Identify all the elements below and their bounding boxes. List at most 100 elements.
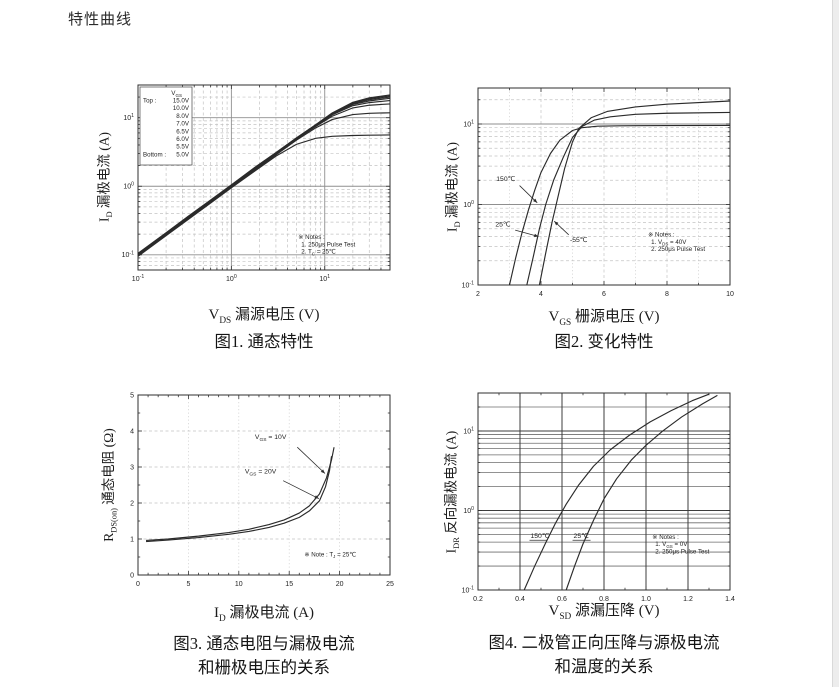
- fig1-x-subscript: DS: [219, 316, 232, 326]
- svg-text:1: 1: [130, 536, 134, 543]
- svg-text:10-1: 10-1: [462, 585, 475, 594]
- svg-text:6: 6: [602, 291, 606, 298]
- svg-text:0.4: 0.4: [515, 596, 525, 603]
- figure-1: ID 漏极电流 (A) 10-1 100 101 10-1 100 101 VGS Top :…: [88, 78, 408, 380]
- fig3-y-symbol: R: [101, 532, 116, 542]
- fig4-x-axis-title: VSD 源漏压降 (V): [478, 599, 730, 622]
- svg-text:2. 250μs Pulse Test: 2. 250μs Pulse Test: [655, 548, 709, 555]
- fig1-y-symbol: I: [96, 217, 112, 223]
- svg-text:2: 2: [476, 291, 480, 298]
- fig3-caption-line1: 图3. 通态电阻与漏极电流: [173, 634, 355, 653]
- fig4-y-subscript: DR: [452, 537, 462, 549]
- fig3-caption-line2: 和栅极电压的关系: [198, 658, 330, 677]
- fig4-y-text: 反向漏极电流 (A): [443, 430, 459, 538]
- fig4-caption-line2: 和温度的关系: [554, 657, 654, 676]
- svg-text:※ Notes :: ※ Notes :: [298, 234, 325, 241]
- fig2-x-symbol: V: [548, 309, 560, 325]
- fig1-y-text: 漏极电流 (A): [96, 131, 112, 212]
- fig2-y-text: 漏极电流 (A): [444, 141, 460, 222]
- fig1-chart-canvas: 10-1 100 101 10-1 100 101 VGS Top : 15.0V10.0V8.…: [122, 84, 391, 283]
- fig4-x-text: 源漏压降 (V): [571, 603, 660, 619]
- svg-text:100: 100: [123, 182, 134, 191]
- svg-text:100: 100: [226, 274, 237, 283]
- fig4-x-symbol: V: [548, 603, 560, 619]
- fig2-y-subscript: D: [453, 221, 463, 228]
- figure-3: RDS(on) 通态电阻 (Ω) 0 5 10 15 20 25 0 1 2 3 4 5 VGS = 1…: [88, 385, 408, 687]
- svg-text:0.2: 0.2: [473, 596, 483, 603]
- svg-text:7.0V: 7.0V: [176, 121, 190, 128]
- svg-text:0.8: 0.8: [599, 596, 609, 603]
- fig3-x-axis-title: ID 漏极电流 (A): [138, 601, 390, 624]
- svg-text:6.0V: 6.0V: [176, 136, 190, 143]
- svg-text:0.6: 0.6: [557, 596, 567, 603]
- fig4-x-subscript: SD: [559, 612, 572, 622]
- fig4-caption: 图4. 二极管正向压降与源极电流 和温度的关系: [478, 631, 730, 679]
- svg-text:5.0V: 5.0V: [176, 151, 190, 158]
- svg-text:1.2: 1.2: [683, 596, 693, 603]
- fig3-y-text: 通态电阻 (Ω): [101, 428, 116, 509]
- svg-text:6.5V: 6.5V: [176, 128, 190, 135]
- svg-text:20: 20: [336, 581, 344, 588]
- svg-text:15.0V: 15.0V: [173, 98, 190, 105]
- svg-text:150℃: 150℃: [496, 176, 515, 183]
- fig2-x-axis-title: VGS 栅源电压 (V): [478, 305, 730, 328]
- fig3-y-axis-title: RDS(on) 通态电阻 (Ω): [98, 395, 120, 575]
- svg-text:101: 101: [463, 426, 474, 435]
- fig1-y-axis-title: ID 漏极电流 (A): [94, 85, 116, 270]
- fig2-y-symbol: I: [444, 227, 460, 233]
- svg-text:25: 25: [386, 581, 394, 588]
- svg-text:VGS: VGS: [171, 90, 182, 98]
- svg-text:150℃: 150℃: [531, 533, 550, 540]
- fig3-caption: 图3. 通态电阻与漏极电流 和栅极电压的关系: [138, 632, 390, 680]
- svg-text:※ Note : TJ = 25℃: ※ Note : TJ = 25℃: [304, 551, 356, 559]
- fig2-y-axis-title: ID 漏极电流 (A): [442, 89, 464, 286]
- svg-text:5: 5: [130, 392, 134, 399]
- fig4-y-axis-title: IDR 反向漏极电流 (A): [441, 394, 463, 591]
- fig3-x-subscript: D: [218, 614, 226, 624]
- fig1-x-axis-title: VDS 漏源电压 (V): [138, 303, 390, 326]
- svg-text:4: 4: [539, 291, 543, 298]
- svg-text:101: 101: [123, 113, 134, 122]
- fig1-x-symbol: V: [208, 307, 220, 323]
- fig3-chart-canvas: 0 5 10 15 20 25 0 1 2 3 4 5 VGS = 10V VGS = 20V ※ Note…: [130, 392, 394, 588]
- fig4-y-symbol: I: [443, 548, 459, 554]
- svg-text:10-1: 10-1: [462, 280, 475, 289]
- svg-text:1.0: 1.0: [641, 596, 651, 603]
- svg-text:8.0V: 8.0V: [176, 113, 190, 120]
- fig3-x-symbol: I: [213, 605, 219, 621]
- svg-text:101: 101: [319, 274, 330, 283]
- fig1-x-text: 漏源电压 (V): [231, 307, 320, 323]
- figure-2: ID 漏极电流 (A) 2 4 6 8 10 10-1 100 101 150℃ 25℃ -55℃ ※…: [428, 78, 748, 380]
- svg-text:Bottom :: Bottom :: [143, 151, 166, 158]
- svg-text:※ Notes :: ※ Notes :: [648, 232, 675, 239]
- svg-text:10-1: 10-1: [132, 274, 145, 283]
- svg-text:5.5V: 5.5V: [176, 144, 190, 151]
- fig1-caption: 图1. 通态特性: [214, 332, 314, 351]
- svg-text:5: 5: [186, 581, 190, 588]
- svg-text:0: 0: [136, 581, 140, 588]
- svg-text:10: 10: [235, 581, 243, 588]
- svg-text:10.0V: 10.0V: [173, 105, 190, 112]
- svg-text:※ Notes :: ※ Notes :: [652, 534, 679, 541]
- svg-text:2. 250μs Pulse Test: 2. 250μs Pulse Test: [651, 246, 705, 253]
- figure-4: IDR 反向漏极电流 (A) 0.2 0.4 0.6 0.8 1.0 1.2 1.4 10-1…: [428, 385, 748, 687]
- svg-text:1.4: 1.4: [725, 596, 735, 603]
- fig2-x-text: 栅源电压 (V): [571, 309, 660, 325]
- svg-text:25℃: 25℃: [495, 222, 511, 229]
- svg-text:2: 2: [130, 500, 134, 507]
- window-edge-scrollbar[interactable]: [832, 0, 839, 687]
- svg-text:10-1: 10-1: [122, 250, 135, 259]
- svg-text:VGS = 10V: VGS = 10V: [255, 434, 287, 443]
- svg-text:25℃: 25℃: [574, 533, 590, 540]
- fig4-caption-line1: 图4. 二极管正向压降与源极电流: [488, 633, 720, 652]
- svg-text:VGS = 20V: VGS = 20V: [245, 468, 277, 477]
- fig3-x-text: 漏极电流 (A): [225, 605, 315, 621]
- svg-text:101: 101: [463, 119, 474, 128]
- svg-text:10: 10: [726, 291, 734, 298]
- svg-text:1. 250μs Pulse Test: 1. 250μs Pulse Test: [301, 241, 355, 248]
- svg-text:0: 0: [130, 572, 134, 579]
- svg-text:100: 100: [463, 200, 474, 209]
- fig2-chart-canvas: 2 4 6 8 10 10-1 100 101 150℃ 25℃ -55℃ ※ Notes :1. V…: [462, 87, 734, 298]
- svg-text:100: 100: [463, 506, 474, 515]
